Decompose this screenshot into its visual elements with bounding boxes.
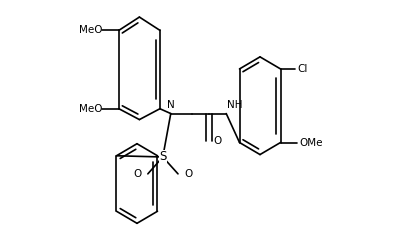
Text: NH: NH bbox=[227, 100, 243, 110]
Text: N: N bbox=[167, 100, 175, 110]
Text: OMe: OMe bbox=[300, 138, 323, 148]
Text: MeO: MeO bbox=[79, 25, 102, 35]
Text: O: O bbox=[133, 169, 142, 179]
Text: Cl: Cl bbox=[297, 64, 308, 74]
Text: O: O bbox=[184, 169, 192, 179]
Text: S: S bbox=[159, 151, 166, 163]
Text: O: O bbox=[213, 136, 221, 146]
Text: MeO: MeO bbox=[79, 104, 102, 114]
